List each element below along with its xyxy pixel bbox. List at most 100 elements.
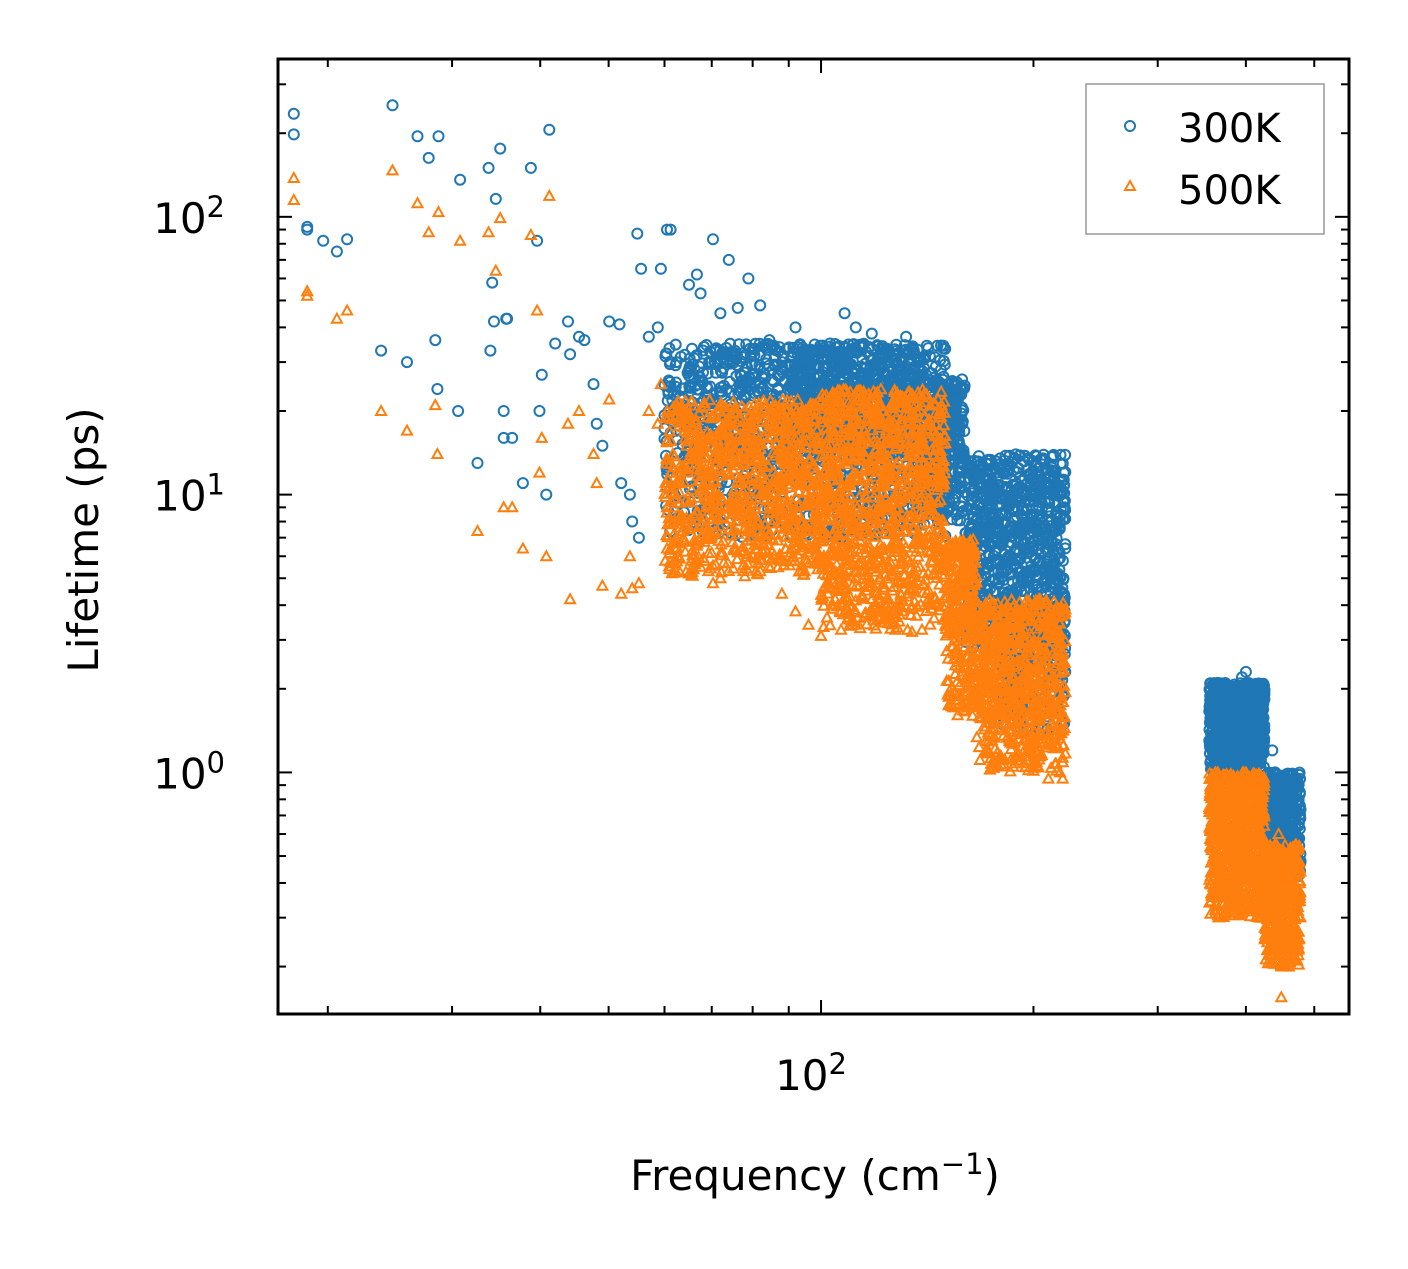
series-300k-point xyxy=(540,488,553,501)
series-300k-point xyxy=(287,128,300,141)
series-300k-point xyxy=(533,405,546,417)
series-300k-point xyxy=(682,365,695,377)
series-300k-point xyxy=(722,253,735,266)
series-300k-point xyxy=(658,379,671,392)
series-300k-point xyxy=(789,321,802,334)
series-300k-point xyxy=(494,142,507,155)
series-300k-point xyxy=(486,276,499,289)
series-300k-point xyxy=(623,488,636,501)
series-300k-point xyxy=(549,337,562,350)
series-300k-point xyxy=(683,278,695,291)
series-300k-point xyxy=(844,343,857,356)
series-500k-point xyxy=(788,604,803,617)
series-500k-point xyxy=(340,303,354,316)
series-300k-point xyxy=(669,338,682,351)
series-300k-point xyxy=(685,361,697,374)
series-300k-point xyxy=(716,366,729,379)
series-300k-point xyxy=(866,342,879,355)
series-300k-point xyxy=(803,364,816,377)
series-300k-point xyxy=(524,161,537,174)
series-300k-point xyxy=(651,321,664,334)
series-300k-point xyxy=(632,531,645,544)
series-300k-point xyxy=(946,513,958,526)
series-300k-point xyxy=(690,349,703,362)
series-500k-point xyxy=(428,398,442,411)
series-300k-point xyxy=(881,347,894,360)
series-300k-point xyxy=(482,161,495,174)
series-500k-point xyxy=(287,192,301,205)
series-500k-point xyxy=(539,549,553,562)
series-300k-point xyxy=(743,342,756,355)
series-300k-point xyxy=(720,383,733,396)
series-300k-point xyxy=(803,352,816,365)
series-300k-point xyxy=(955,383,968,396)
series-300k-point xyxy=(783,341,795,354)
series-300k-point xyxy=(411,130,424,143)
series-300k-point xyxy=(918,362,930,375)
series-300k-point xyxy=(893,346,906,359)
series-500k-point xyxy=(400,423,414,436)
series-300k-point xyxy=(878,369,891,382)
series-500k-point xyxy=(642,403,656,416)
series-300k-point xyxy=(766,364,779,376)
series-300k-point xyxy=(843,357,856,370)
series-300k-point xyxy=(683,385,696,398)
series-500k-point xyxy=(775,586,789,599)
series-300k-point xyxy=(454,173,467,186)
series-500k-point xyxy=(505,500,519,513)
series-300k-point xyxy=(913,362,926,375)
series-300k-point xyxy=(826,359,839,372)
series-500k-point xyxy=(814,628,828,641)
series-500k-point xyxy=(572,403,586,416)
series-300k-point xyxy=(531,234,544,247)
series-300k-point xyxy=(664,223,677,236)
series-500k-point xyxy=(561,416,575,429)
series-300k-point xyxy=(631,227,644,240)
series-300k-point xyxy=(838,307,851,320)
series-300k-point xyxy=(803,384,816,397)
series-300k-point xyxy=(906,342,919,355)
series-300k-point xyxy=(674,350,687,363)
series-300k-point xyxy=(301,223,314,236)
series-300k-point xyxy=(452,405,465,417)
series-300k-point xyxy=(817,360,830,373)
series-300k-point xyxy=(704,380,716,393)
series-300k-point xyxy=(833,353,846,366)
series-300k-point xyxy=(890,365,903,378)
series-300k-point xyxy=(497,405,510,417)
series-300k-point xyxy=(723,375,736,388)
series-300k-point xyxy=(760,386,773,399)
series-300k-point xyxy=(878,366,891,379)
series-300k-point xyxy=(865,327,878,340)
series-300k-point xyxy=(330,245,343,258)
series-300k-point xyxy=(596,439,609,452)
series-300k-point xyxy=(736,351,749,364)
series-300k-point xyxy=(1013,554,1026,567)
series-300k-point xyxy=(626,515,639,528)
series-300k-point xyxy=(613,318,626,331)
series-300k-point xyxy=(720,348,733,361)
series-300k-point xyxy=(696,357,709,370)
series-300k-point xyxy=(736,382,749,395)
series-300k-point xyxy=(489,192,502,205)
series-300k-point xyxy=(788,365,801,378)
series-300k-point xyxy=(742,272,755,285)
series-500k-point xyxy=(586,446,601,459)
series-300k-point xyxy=(615,477,628,490)
series-300k-point xyxy=(693,371,705,383)
series-500k-point xyxy=(453,233,467,246)
series-300k-point xyxy=(501,312,514,325)
series-300k-point xyxy=(757,382,769,395)
series-300k-point xyxy=(767,375,780,388)
series-500k-point xyxy=(287,170,301,183)
series-300k-point xyxy=(900,330,913,343)
series-500k-point xyxy=(385,163,400,176)
series-300k-point xyxy=(839,342,852,355)
series-300k-point xyxy=(317,234,330,247)
series-300k-point xyxy=(943,488,955,501)
series-300k-point xyxy=(690,268,703,281)
series-300k-point xyxy=(660,347,673,360)
series-300k-point xyxy=(911,355,924,368)
series-300k-point xyxy=(484,344,497,357)
